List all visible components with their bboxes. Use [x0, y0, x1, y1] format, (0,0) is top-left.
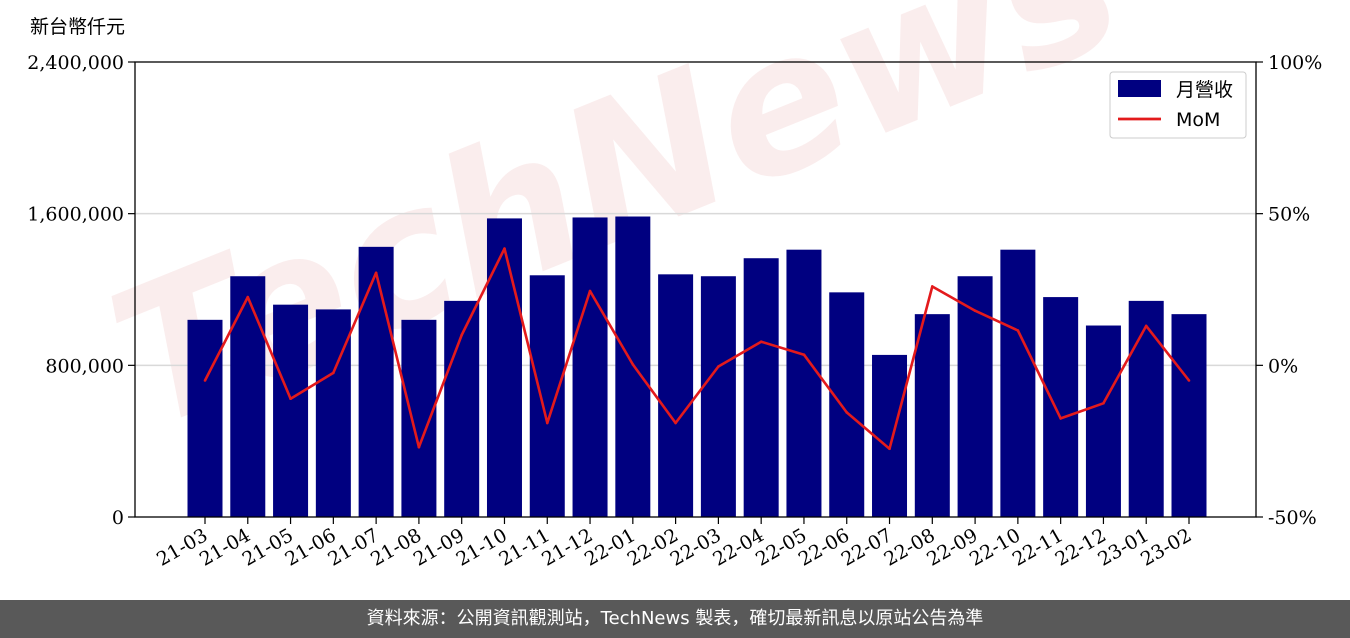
mom-point-22-08: [931, 285, 934, 288]
mom-point-21-12: [588, 289, 592, 293]
mom-point-22-01: [631, 363, 635, 366]
bar-22-05: [786, 249, 822, 517]
chart: TechNews 新台幣仟元 0800,0001,600,0002,400,00…: [27, 0, 1322, 571]
mom-point-22-04: [759, 340, 763, 343]
bar-21-04: [230, 276, 266, 517]
bar-21-05: [273, 304, 309, 517]
y-axis-unit-label: 新台幣仟元: [30, 16, 125, 38]
bar-23-02: [1171, 314, 1207, 517]
bar-21-06: [315, 309, 351, 517]
bar-21-03: [187, 319, 223, 517]
mom-point-22-12: [1102, 401, 1105, 405]
bar-21-12: [572, 217, 608, 518]
mom-point-22-05: [802, 353, 806, 357]
bar-22-07: [872, 354, 908, 517]
mom-point-21-10: [503, 247, 506, 250]
legend-label-mom: MoM: [1176, 109, 1220, 131]
y-left-tick-label: 800,000: [45, 355, 124, 377]
bar-22-02: [658, 274, 694, 517]
mom-point-22-09: [973, 309, 977, 313]
y-right-tick-label: 100%: [1268, 52, 1322, 74]
bar-22-06: [829, 292, 865, 517]
mom-point-21-09: [460, 333, 463, 337]
mom-point-21-06: [332, 371, 335, 375]
mom-point-21-04: [246, 295, 250, 299]
mom-line: [203, 247, 1191, 451]
mom-point-22-11: [1059, 417, 1062, 420]
mom-point-21-08: [417, 445, 421, 449]
mom-point-22-06: [845, 411, 849, 414]
bar-21-07: [358, 246, 394, 517]
bar-22-10: [1000, 249, 1036, 517]
mom-point-22-07: [888, 447, 891, 451]
mom-point-21-05: [289, 397, 292, 401]
bar-21-10: [486, 218, 522, 517]
source-footer-text: 資料來源：公開資訊觀測站，TechNews 製表，確切最新訊息以原站公告為準: [366, 608, 984, 629]
bar-22-09: [957, 276, 993, 517]
y-right-tick-label: -50%: [1268, 507, 1317, 529]
bars-layer: [187, 216, 1207, 518]
mom-point-23-02: [1187, 379, 1191, 382]
y-left-tick-label: 0: [112, 507, 124, 529]
mom-point-21-11: [545, 421, 549, 425]
mom-point-22-10: [1016, 329, 1020, 332]
bar-22-01: [615, 216, 651, 517]
plot-frame: [134, 61, 1257, 518]
bar-22-11: [1043, 297, 1079, 517]
bar-21-11: [529, 275, 565, 517]
legend-swatch-revenue: [1118, 80, 1161, 97]
line-layer: [203, 247, 1191, 451]
y-right-tick-label: 0%: [1268, 355, 1298, 377]
bar-22-12: [1085, 325, 1121, 517]
mom-point-21-07: [374, 271, 378, 275]
source-footer: 資料來源：公開資訊觀測站，TechNews 製表，確切最新訊息以原站公告為準: [0, 600, 1350, 638]
mom-point-21-03: [203, 379, 207, 382]
mom-point-22-03: [717, 365, 720, 368]
y-left-tick-label: 1,600,000: [27, 204, 124, 226]
bar-23-01: [1128, 300, 1164, 517]
bar-22-08: [914, 314, 950, 517]
bar-22-04: [743, 258, 779, 517]
legend: 月營收 MoM: [1109, 71, 1247, 139]
x-tick-label-23-02: 23-02: [1137, 524, 1195, 570]
bar-22-03: [700, 276, 736, 517]
y-left-tick-label: 2,400,000: [27, 52, 124, 74]
legend-label-revenue: 月營收: [1176, 79, 1233, 101]
y-right-tick-label: 50%: [1268, 204, 1310, 226]
mom-point-22-02: [674, 421, 677, 425]
mom-point-23-01: [1144, 324, 1148, 328]
